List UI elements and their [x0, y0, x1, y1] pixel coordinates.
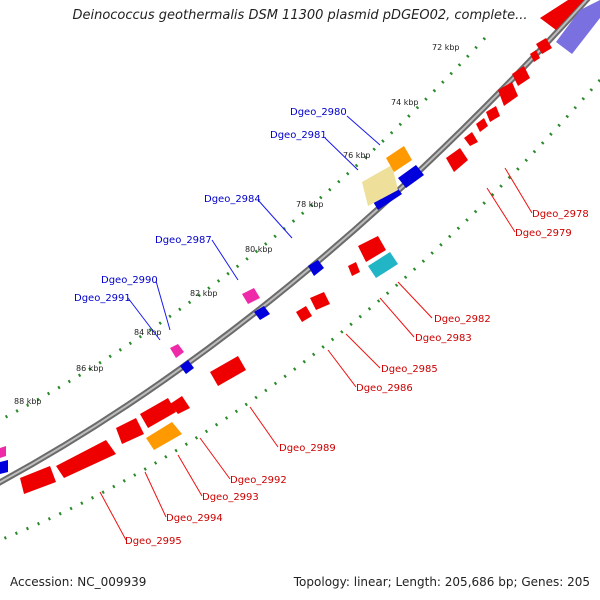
- backbone-arc: [0, 0, 591, 486]
- forward-gene-labels: Dgeo_2978 Dgeo_2979 Dgeo_2982 Dgeo_2983 …: [125, 209, 589, 547]
- leader-line: [249, 406, 279, 448]
- gene-label: Dgeo_2986: [356, 383, 413, 394]
- gene-arrow: [362, 165, 398, 206]
- gene-label: Dgeo_2982: [434, 314, 491, 325]
- gene-arrow: [242, 288, 260, 304]
- gene-arrow: [180, 360, 194, 374]
- gene-arrow: [296, 306, 312, 322]
- reverse-genes: [0, 146, 424, 474]
- leader-line: [199, 437, 231, 480]
- gene-label: Dgeo_2984: [204, 194, 261, 205]
- gene-arrow: [540, 0, 584, 30]
- gene-arrow: [398, 165, 424, 188]
- gene-label: Dgeo_2992: [230, 475, 287, 486]
- tick-label: 80 kbp: [245, 245, 273, 254]
- gene-arrow: [464, 132, 478, 146]
- tick-label: 82 kbp: [190, 289, 218, 298]
- leader-line: [257, 199, 293, 239]
- gene-label: Dgeo_2993: [202, 492, 259, 503]
- gene-arrow: [310, 292, 330, 310]
- gene-label: Dgeo_2995: [125, 536, 182, 547]
- gene-arrow: [486, 106, 500, 122]
- gene-label: Dgeo_2979: [515, 228, 572, 239]
- gene-arrow: [368, 252, 398, 278]
- gene-arrow: [498, 82, 518, 106]
- gene-label: Dgeo_2978: [532, 209, 589, 220]
- gene-label: Dgeo_2991: [74, 293, 131, 304]
- gene-arrow: [254, 306, 270, 320]
- gene-label: Dgeo_2987: [155, 235, 212, 246]
- tick-label: 76 kbp: [343, 151, 371, 160]
- gene-arrow: [146, 422, 182, 450]
- tick-label: 72 kbp: [432, 43, 460, 52]
- leader-line: [504, 167, 533, 214]
- leader-lines: [127, 115, 381, 341]
- tick-label: 84 kbp: [134, 328, 162, 337]
- leader-line: [127, 297, 161, 341]
- gene-arrow: [170, 396, 190, 414]
- gene-label: Dgeo_2981: [270, 130, 327, 141]
- tick-label: 86 kbp: [76, 364, 104, 373]
- forward-genes: [20, 0, 600, 494]
- gene-arrow: [0, 460, 8, 474]
- leader-line: [211, 239, 239, 281]
- gene-arrow: [358, 236, 386, 262]
- gene-arrow: [116, 418, 144, 444]
- gene-label: Dgeo_2985: [381, 364, 438, 375]
- gene-arrow: [170, 344, 184, 358]
- gene-arrow: [512, 66, 530, 86]
- gene-arrow: [348, 262, 360, 276]
- leader-line: [99, 491, 127, 541]
- leader-line: [177, 454, 203, 497]
- gene-label: Dgeo_2990: [101, 275, 158, 286]
- gene-arrow: [210, 356, 246, 386]
- leader-line: [379, 297, 415, 338]
- gene-arrow: [530, 50, 540, 62]
- leader-line: [327, 349, 357, 388]
- gene-arrow: [372, 186, 402, 210]
- accession-label: Accession: NC_009939: [10, 575, 147, 589]
- gene-arrow: [140, 398, 176, 428]
- tick-label: 78 kbp: [296, 200, 324, 209]
- leader-line: [144, 471, 167, 518]
- gene-arrow: [20, 466, 56, 494]
- leader-line: [397, 281, 433, 319]
- gene-label: Dgeo_2980: [290, 107, 347, 118]
- leader-line: [486, 187, 516, 233]
- leader-line: [345, 333, 381, 369]
- gene-arrow: [446, 148, 468, 172]
- leader-lines: [99, 167, 533, 541]
- leader-line: [346, 115, 381, 146]
- gene-arrow: [476, 118, 488, 132]
- summary-label: Topology: linear; Length: 205,686 bp; Ge…: [293, 575, 590, 589]
- leader-line: [155, 280, 171, 331]
- reverse-gene-labels: Dgeo_2980 Dgeo_2981 Dgeo_2984 Dgeo_2987 …: [74, 107, 347, 304]
- gene-label: Dgeo_2983: [415, 333, 472, 344]
- gene-arrow: [308, 260, 324, 276]
- gene-arrow: [56, 440, 116, 478]
- tick-labels: 72 kbp 74 kbp 76 kbp 78 kbp 80 kbp 82 kb…: [14, 43, 460, 406]
- tick-label: 74 kbp: [391, 98, 419, 107]
- inner-tick-track: [0, 36, 487, 422]
- tick-label: 88 kbp: [14, 397, 42, 406]
- gene-arrow: [0, 446, 6, 458]
- gene-arrow: [556, 0, 600, 54]
- gene-arrow: [386, 146, 412, 172]
- gene-label: Dgeo_2994: [166, 513, 223, 524]
- leader-line: [324, 137, 359, 171]
- backbone-arc-highlight: [0, 0, 588, 484]
- gene-arrow: [536, 38, 552, 54]
- gene-label: Dgeo_2989: [279, 443, 336, 454]
- map-title: Deinococcus geothermalis DSM 11300 plasm…: [72, 8, 528, 23]
